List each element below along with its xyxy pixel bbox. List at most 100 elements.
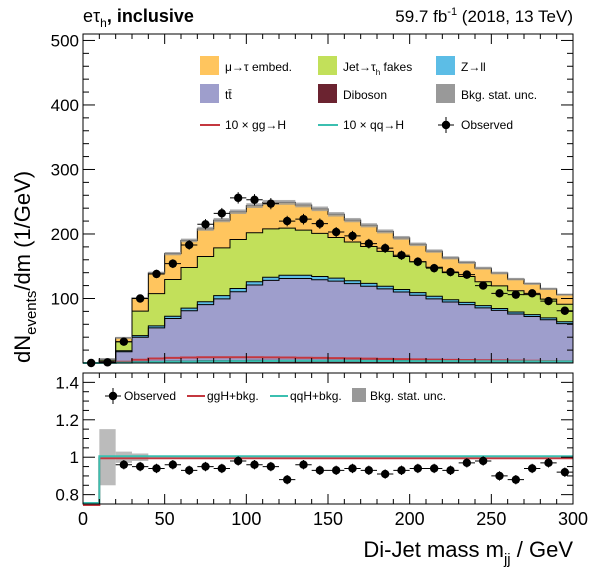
stat-unc-bin	[344, 217, 361, 223]
legend-label: 10 × gg→H	[225, 118, 286, 132]
observed-point	[103, 358, 112, 367]
stat-unc-bin	[360, 223, 377, 228]
stat-unc-bin	[311, 206, 328, 212]
observed-point	[462, 270, 472, 279]
ratio-legend-label: Observed	[124, 389, 176, 403]
observed-point	[152, 269, 161, 279]
ratio-x-axis: 0 50 100 150 200 250 300	[78, 373, 588, 529]
stack-embed	[83, 202, 573, 363]
legend-label: Bkg. stat. unc.	[461, 88, 537, 102]
main-x-ticks	[82, 34, 574, 363]
observed-point	[380, 243, 390, 253]
main-legend: μ→τ embed. Jet→τh fakes Z→ll tt̄ Diboson Bkg.…	[200, 56, 537, 133]
observed-point	[364, 239, 374, 248]
ratio-legend-swatch	[352, 388, 366, 402]
ratio-observed-point	[217, 464, 227, 473]
observed-point	[413, 257, 423, 266]
stat-unc-bin	[426, 249, 443, 253]
ratio-observed-point	[266, 462, 276, 471]
legend-label: μ→τ embed.	[225, 60, 292, 74]
stat-unc-bin	[393, 235, 410, 240]
ratio-observed-point	[397, 466, 406, 475]
ratio-observed-point	[348, 464, 357, 473]
x-axis-title: Di-Jet mass mjj / GeV	[363, 537, 573, 568]
stat-unc-bin	[491, 271, 508, 275]
observed-point	[266, 199, 276, 208]
x-tick-label: 0	[78, 509, 88, 529]
main-y-axis: 100 200 300 400 500	[51, 31, 573, 364]
main-observed-points	[83, 192, 573, 368]
stat-unc-bin	[475, 266, 492, 270]
observed-point	[233, 193, 243, 203]
y-tick-label: 300	[51, 160, 79, 179]
ratio-observed-point	[413, 464, 423, 473]
ratio-observed-point	[299, 460, 308, 469]
ratio-observed-point	[119, 460, 129, 469]
ratio-observed-point	[560, 467, 570, 477]
legend-label: Z→ll	[461, 60, 486, 74]
ratio-observed-point	[478, 456, 488, 466]
legend-swatch-stat_unc	[436, 84, 455, 103]
stat-unc-bin	[377, 229, 394, 234]
ratio-observed-point	[380, 469, 390, 479]
ratio-observed-point	[135, 462, 145, 471]
y-tick-label: 400	[51, 96, 79, 115]
observed-point	[429, 263, 439, 273]
channel-label: eτh, inclusive	[83, 6, 194, 30]
stat-unc-bin	[246, 203, 263, 208]
legend-swatch-diboson	[318, 84, 337, 103]
ratio-observed-point	[495, 471, 504, 481]
observed-point	[250, 195, 259, 204]
observed-point	[119, 337, 129, 346]
stack-outline-2	[83, 274, 573, 364]
observed-point	[495, 289, 504, 298]
stack-fakes	[83, 228, 573, 363]
stat-unc-bin	[409, 242, 426, 247]
observed-point	[446, 267, 455, 277]
stat-unc-bin	[458, 260, 475, 264]
ratio-line-qqh	[83, 455, 573, 504]
x-tick-label: 50	[155, 509, 175, 529]
stat-unc-bin	[556, 293, 573, 296]
observed-point	[478, 281, 488, 290]
stack-ttbar	[83, 278, 573, 363]
x-tick-label: 250	[476, 509, 506, 529]
ratio-observed-point	[511, 475, 521, 484]
ratio-legend-label: Bkg. stat. unc.	[370, 389, 446, 403]
ratio-legend-label: ggH+bkg.	[207, 389, 259, 403]
observed-point	[217, 209, 227, 218]
stat-unc-bin	[507, 277, 524, 281]
y-tick-label: 500	[51, 31, 79, 50]
ratio-observed-point	[168, 460, 178, 469]
luminosity-label: 59.7 fb-1 (2018, 13 TeV)	[395, 6, 573, 26]
ratio-observed-point	[315, 466, 325, 475]
observed-point	[331, 227, 341, 237]
x-tick-label: 200	[395, 509, 425, 529]
ratio-y-tick-label: 1	[70, 448, 79, 467]
ratio-signal-lines	[83, 455, 573, 506]
ratio-legend: Observed ggH+bkg. qqH+bkg. Bkg. stat. unc.	[105, 388, 446, 404]
ratio-legend-label: qqH+bkg.	[290, 389, 342, 403]
stat-unc-bin	[295, 202, 312, 208]
legend-label: tt̄	[225, 88, 232, 102]
stat-unc-bin	[524, 282, 541, 285]
stat-unc-bin	[442, 256, 459, 260]
signal-line-qqh	[83, 359, 573, 364]
ratio-observed-point	[462, 458, 472, 468]
legend-label: Diboson	[343, 88, 387, 102]
ratio-observed-point	[429, 464, 439, 473]
legend-label: Jet→τh fakes	[343, 60, 412, 77]
x-tick-label: 300	[558, 509, 588, 529]
x-tick-label: 100	[231, 509, 261, 529]
ratio-observed-point	[282, 475, 292, 484]
ratio-observed-point	[201, 462, 210, 471]
stat-unc-bin	[213, 217, 230, 223]
legend-observed-marker	[441, 120, 451, 130]
ratio-observed-points	[115, 456, 573, 485]
y-tick-label: 200	[51, 225, 79, 244]
legend-swatch-ttbar	[200, 84, 219, 103]
ratio-observed-point	[331, 466, 341, 475]
legend-swatch-zll	[436, 56, 455, 75]
ratio-y-tick-label: 1.2	[55, 411, 79, 430]
